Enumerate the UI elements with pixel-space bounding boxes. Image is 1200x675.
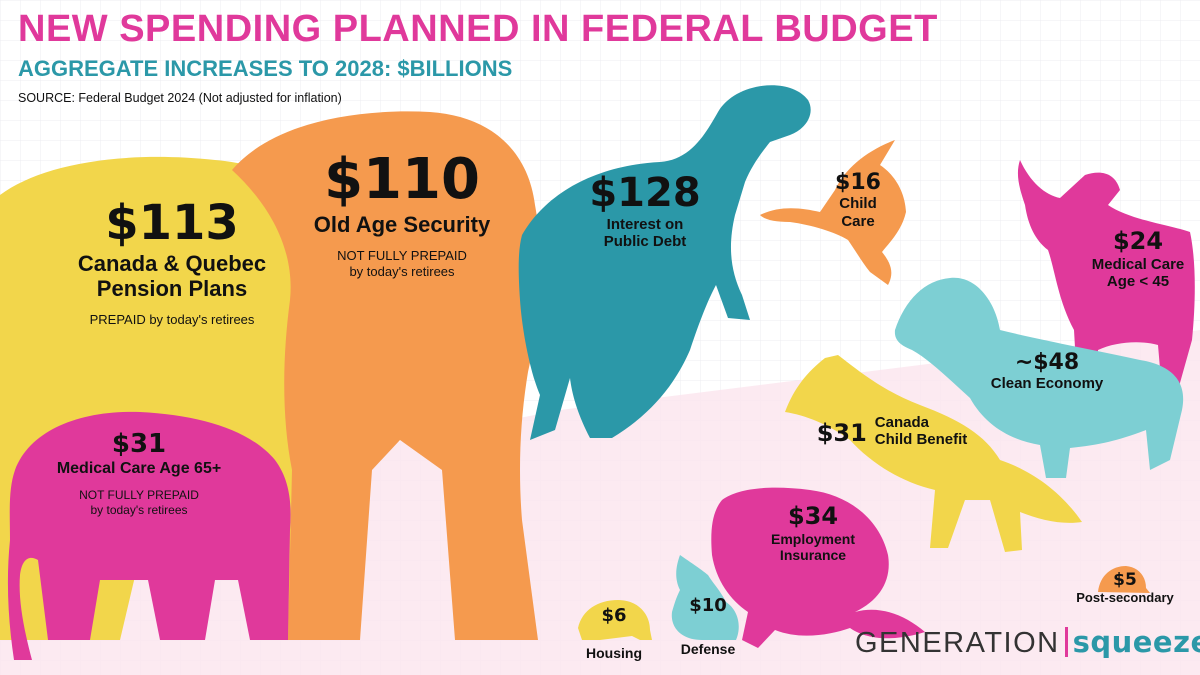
category-label: Canada & Quebec	[77, 251, 267, 277]
note-label: NOT FULLY PREPAID	[337, 247, 467, 263]
label-defense: $10 Defense	[680, 595, 736, 657]
category-label: Post-secondary	[1076, 589, 1174, 605]
value-label: $110	[324, 147, 480, 212]
brand-part1: GENERATION	[855, 627, 1060, 659]
fox-shape	[785, 355, 1082, 552]
value-label: $16	[835, 170, 881, 195]
bighorn-shape	[894, 277, 1184, 478]
category-label: Age < 45	[1106, 272, 1170, 290]
hedgehog-shape	[578, 600, 652, 640]
trex-shape	[518, 85, 811, 441]
label-oas: $110 Old Age Security NOT FULLY PREPAID by …	[313, 147, 491, 280]
category-label: Clean Economy	[990, 375, 1104, 393]
value-label: ~$48	[1014, 350, 1080, 375]
note-label: by today's retirees	[90, 503, 188, 518]
chart-subtitle: AGGREGATE INCREASES TO 2028: $BILLIONS	[18, 56, 513, 81]
label-ei: $34 Employment Insurance	[770, 502, 856, 563]
chart-title: NEW SPENDING PLANNED IN FEDERAL BUDGET	[18, 8, 938, 50]
category-label: Medical Care Age 65+	[56, 459, 222, 477]
category-label: Medical Care	[1091, 255, 1185, 273]
value-label: $128	[589, 170, 701, 216]
note-label: NOT FULLY PREPAID	[79, 488, 199, 503]
value-label: $34	[787, 502, 839, 530]
note-label: PREPAID by today's retirees	[89, 311, 255, 327]
category-label: Housing	[586, 644, 642, 661]
value-label: $31	[111, 429, 167, 459]
category-label: Canada	[874, 414, 929, 431]
source-note: SOURCE: Federal Budget 2024 (Not adjuste…	[18, 91, 342, 105]
value-label: $5	[1113, 570, 1137, 590]
category-label: Child	[839, 195, 877, 213]
moose-shape	[1017, 160, 1195, 400]
label-debt: $128 Interest on Public Debt	[589, 170, 700, 251]
orange-elephant-shape	[232, 111, 541, 641]
beaver-shape	[711, 487, 925, 648]
goose-shape	[760, 140, 906, 285]
value-label: $24	[1112, 227, 1164, 255]
value-label: $10	[689, 595, 727, 616]
value-label: $31	[816, 419, 867, 447]
snail-shape	[1098, 566, 1150, 593]
value-label: $113	[105, 195, 239, 251]
category-label: Insurance	[779, 546, 847, 563]
category-label: Employment	[770, 530, 856, 547]
label-med45: $24 Medical Care Age < 45	[1091, 227, 1185, 290]
label-childcare: $16 Child Care	[835, 170, 881, 230]
brand-separator	[1064, 627, 1068, 657]
label-ccb: $31 Canada Child Benefit	[817, 414, 968, 449]
label-postsec: $5 Post-secondary	[1076, 570, 1174, 605]
category-label: Pension Plans	[96, 276, 248, 302]
category-label: Old Age Security	[313, 212, 491, 238]
category-label: Interest on	[606, 216, 684, 233]
label-med65: $31 Medical Care Age 65+ NOT FULLY PREPAID…	[56, 429, 222, 518]
label-cpp: $113 Canada & Quebec Pension Plans PREPAID …	[77, 195, 267, 328]
brand-logo: GENERATION squeeze	[855, 625, 1200, 660]
note-label: by today's retirees	[349, 263, 455, 279]
category-label: Child Benefit	[874, 431, 968, 449]
value-label: $6	[601, 605, 627, 626]
category-label: Defense	[680, 640, 736, 657]
baby-elephant-shape	[7, 411, 291, 660]
category-label: Care	[841, 212, 875, 230]
brand-part2: squeeze	[1072, 625, 1200, 659]
label-housing: $6 Housing	[586, 605, 642, 661]
label-clean: ~$48 Clean Economy	[991, 350, 1104, 393]
category-label: Public Debt	[603, 233, 687, 251]
rabbit-shape	[671, 555, 739, 640]
